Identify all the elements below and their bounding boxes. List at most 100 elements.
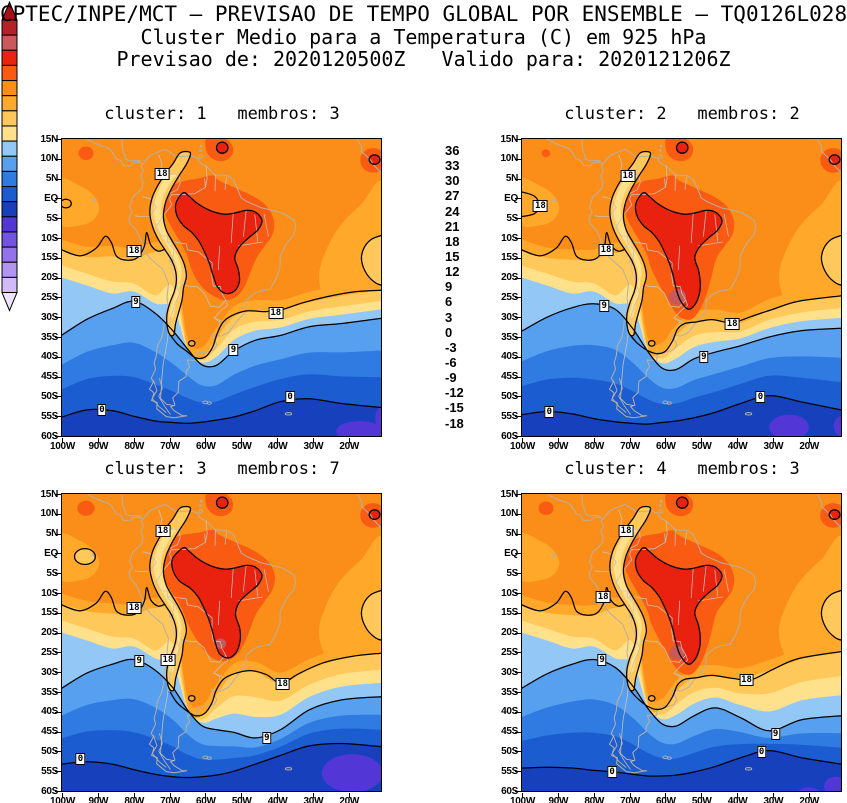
lon-tick — [557, 793, 559, 798]
lat-tick-label: 15N — [500, 488, 519, 500]
colorbar-value-label: 9 — [445, 279, 453, 295]
lat-tick — [515, 573, 521, 575]
lat-tick-label: 10N — [500, 153, 519, 165]
lat-tick-label: 15S — [501, 607, 518, 619]
lon-tick — [522, 438, 523, 443]
lon-tick-label: 100W — [510, 796, 535, 803]
lon-tick — [593, 793, 595, 798]
lon-tick — [593, 438, 595, 443]
lon-tick — [348, 438, 350, 443]
lat-tick-label: 55S — [41, 410, 58, 422]
lat-tick — [55, 436, 61, 437]
lat-tick-label: 40S — [41, 706, 58, 718]
lat-tick — [515, 376, 521, 378]
lat-tick-label: 15N — [40, 133, 59, 145]
contour-label: 9 — [262, 732, 272, 745]
lat-tick — [55, 632, 61, 634]
lon-tick — [169, 793, 171, 798]
lon-tick-label: 70W — [160, 441, 180, 452]
lon-tick — [205, 438, 207, 443]
panel-title-cluster-1: cluster: 1 membros: 3 — [104, 104, 340, 124]
lon-tick — [629, 438, 631, 443]
colorbar-value-label: 6 — [445, 294, 453, 310]
lat-tick — [515, 494, 521, 495]
lon-tick-label: 70W — [160, 796, 180, 803]
lon-tick — [205, 793, 207, 798]
lat-tick — [55, 257, 61, 259]
cluster-3-map — [61, 493, 382, 792]
contour-label: 9 — [131, 295, 141, 308]
lon-tick-label: 60W — [656, 796, 676, 803]
lat-tick-label: 45S — [501, 371, 518, 383]
lat-tick — [55, 751, 61, 753]
lat-tick-label: 40S — [501, 706, 518, 718]
lat-tick — [515, 731, 521, 733]
lon-tick-label: 60W — [656, 441, 676, 452]
panel-title-cluster-3: cluster: 3 membros: 7 — [104, 459, 340, 479]
lat-tick — [515, 178, 521, 180]
lat-tick — [515, 533, 521, 535]
contour-label: 18 — [160, 653, 176, 666]
lat-tick-label: 20S — [501, 272, 518, 284]
lon-tick-label: 40W — [267, 796, 288, 803]
contour-label: 18 — [268, 307, 284, 320]
lat-tick-label: 30S — [41, 311, 58, 323]
colorbar-value-label: 18 — [445, 233, 460, 249]
lat-tick-label: 35S — [41, 331, 58, 343]
lat-tick — [515, 513, 521, 515]
contour-label: 0 — [285, 391, 295, 404]
lat-tick — [515, 238, 521, 239]
lon-tick — [808, 438, 810, 443]
lat-tick — [515, 612, 521, 614]
lon-tick-label: 20W — [799, 796, 820, 803]
lon-tick — [665, 793, 667, 798]
lon-tick — [737, 438, 739, 443]
lon-tick-label: 80W — [584, 796, 604, 803]
lat-tick-label: 5N — [505, 173, 518, 185]
lat-tick-label: 15S — [41, 252, 58, 264]
lon-tick-label: 90W — [548, 441, 569, 452]
lat-tick-label: 60S — [501, 785, 518, 797]
lat-tick — [55, 672, 61, 674]
lon-tick — [133, 438, 135, 443]
lat-tick-label: 30S — [501, 311, 518, 323]
lat-tick-label: 60S — [501, 430, 518, 442]
lon-tick-label: 50W — [691, 796, 712, 803]
lat-tick-label: 55S — [501, 410, 518, 422]
lon-tick — [808, 793, 810, 798]
lat-tick-label: 20S — [41, 627, 58, 639]
lat-tick-label: 15S — [41, 607, 58, 619]
lat-tick-label: 20S — [501, 627, 518, 639]
lat-tick-label: 10S — [41, 587, 58, 599]
lat-tick-label: 5N — [45, 173, 58, 185]
lon-tick-label: 50W — [691, 441, 712, 452]
temperature-colorbar — [1, 0, 18, 312]
lat-tick — [515, 632, 521, 634]
colorbar-value-label: 27 — [445, 188, 460, 204]
lat-tick — [55, 711, 61, 713]
lat-tick — [515, 711, 521, 713]
lat-tick — [55, 277, 61, 279]
lat-tick-label: 55S — [501, 765, 518, 777]
lat-tick — [515, 139, 521, 140]
contour-label: 9 — [699, 350, 709, 363]
panel-title-cluster-4: cluster: 4 membros: 3 — [564, 459, 800, 479]
contour-label: 0 — [756, 746, 767, 759]
lat-tick — [515, 297, 521, 299]
contour-label: 18 — [598, 244, 614, 257]
lat-tick — [515, 337, 521, 338]
lon-tick — [312, 438, 314, 443]
figure-title-line1: CPTEC/INPE/MCT — PREVISAO DE TEMPO GLOBA… — [0, 2, 847, 26]
figure-title-line2: Cluster Medio para a Temperatura (C) em … — [140, 25, 707, 49]
lat-tick — [55, 178, 61, 180]
colorbar-value-label: 33 — [445, 158, 460, 174]
lon-tick — [62, 793, 63, 798]
lon-tick-label: 40W — [267, 441, 288, 452]
lon-tick-label: 30W — [303, 796, 324, 803]
lon-tick-label: 20W — [339, 441, 360, 452]
lat-tick — [515, 553, 521, 555]
contour-label: 18 — [595, 590, 611, 603]
lat-tick-label: 50S — [501, 390, 518, 402]
contour-label: 18 — [532, 200, 548, 213]
lat-tick-label: 25S — [501, 291, 518, 303]
